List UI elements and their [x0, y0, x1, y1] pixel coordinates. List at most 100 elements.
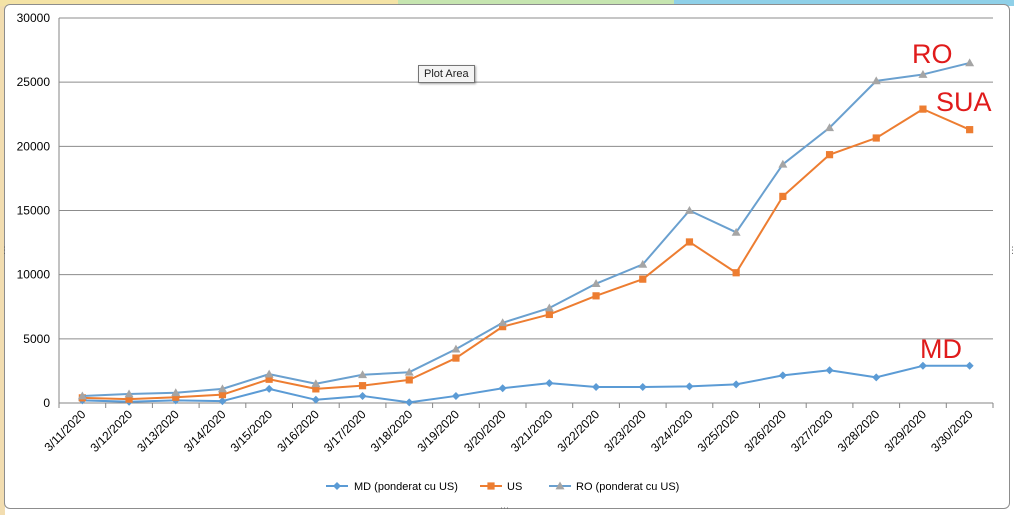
data-point[interactable]: [404, 367, 414, 376]
data-point[interactable]: [685, 382, 694, 391]
data-point[interactable]: [452, 354, 460, 362]
data-point[interactable]: [825, 366, 834, 375]
data-point[interactable]: [265, 375, 273, 383]
data-point[interactable]: [499, 323, 507, 331]
data-point[interactable]: [779, 192, 787, 200]
data-point[interactable]: [731, 227, 741, 236]
data-point[interactable]: [405, 398, 414, 407]
data-point[interactable]: [358, 370, 368, 379]
x-tick-label: 3/22/2020: [555, 407, 603, 455]
data-point[interactable]: [825, 123, 835, 132]
y-tick-label: 25000: [17, 75, 51, 89]
data-point[interactable]: [965, 361, 974, 370]
legend[interactable]: MD (ponderat cu US) US RO (ponderat cu US): [326, 481, 679, 493]
x-tick-label: 3/24/2020: [648, 407, 696, 455]
legend-entry-ro-ponderat-cu-us[interactable]: RO (ponderat cu US): [549, 481, 679, 493]
legend-marker[interactable]: [487, 482, 495, 490]
data-point[interactable]: [918, 361, 927, 370]
data-point[interactable]: [125, 395, 133, 403]
data-point[interactable]: [544, 303, 554, 312]
series-us[interactable]: [78, 105, 974, 403]
series-md-ponderat-cu-us[interactable]: [78, 361, 974, 407]
data-point[interactable]: [172, 393, 180, 401]
data-point[interactable]: [311, 379, 321, 388]
data-point[interactable]: [545, 379, 554, 388]
x-tick-label: 3/15/2020: [228, 407, 276, 455]
data-point[interactable]: [965, 58, 975, 67]
y-tick-label: 20000: [17, 139, 51, 153]
x-tick-label: 3/23/2020: [601, 407, 649, 455]
data-point[interactable]: [591, 279, 601, 288]
data-point[interactable]: [218, 397, 227, 406]
series-line[interactable]: [82, 61, 970, 397]
strip-yellow-segment: [0, 0, 398, 6]
x-tick-label: 3/20/2020: [461, 407, 509, 455]
legend-entry-md-ponderat-cu-us[interactable]: MD (ponderat cu US): [326, 481, 458, 493]
series-line[interactable]: [82, 364, 970, 404]
data-point[interactable]: [639, 275, 647, 283]
data-point[interactable]: [872, 373, 881, 382]
resize-handle-right[interactable]: ⋮: [1008, 246, 1014, 256]
data-point[interactable]: [171, 388, 181, 397]
data-point[interactable]: [825, 151, 834, 159]
data-point[interactable]: [732, 380, 741, 389]
y-tick-label: 30000: [17, 11, 51, 25]
data-point[interactable]: [358, 391, 367, 400]
x-tick-label: 3/30/2020: [928, 407, 976, 455]
data-point[interactable]: [685, 238, 694, 246]
data-point[interactable]: [265, 384, 274, 393]
x-tick-label: 3/19/2020: [414, 407, 462, 455]
data-point[interactable]: [358, 382, 367, 390]
data-point[interactable]: [966, 126, 974, 134]
series-ro-ponderat-cu-us[interactable]: [77, 58, 975, 400]
legend-label: RO (ponderat cu US): [576, 481, 679, 493]
data-point[interactable]: [872, 134, 880, 142]
y-tick-label: 15000: [17, 204, 51, 218]
data-point[interactable]: [778, 371, 787, 380]
data-point[interactable]: [732, 269, 740, 277]
legend-label: US: [507, 481, 522, 493]
data-point[interactable]: [264, 369, 274, 378]
x-tick-label: 3/16/2020: [274, 407, 322, 455]
data-point[interactable]: [638, 382, 647, 391]
data-point[interactable]: [918, 69, 928, 78]
data-point[interactable]: [638, 259, 648, 268]
annotation-ro: RO: [912, 39, 953, 69]
legend-entry-us[interactable]: US: [480, 481, 522, 493]
data-point[interactable]: [871, 76, 881, 85]
resize-handle-left[interactable]: ⋮: [0, 246, 9, 256]
y-tick-label: 10000: [17, 268, 51, 282]
x-tick-label: 3/14/2020: [181, 407, 229, 455]
data-point[interactable]: [312, 385, 320, 393]
data-point[interactable]: [217, 384, 227, 393]
chart-area[interactable]: [4, 4, 1010, 509]
strip-green-segment: [398, 0, 674, 6]
series-layer[interactable]: [77, 58, 975, 407]
data-point[interactable]: [778, 159, 788, 168]
series-line[interactable]: [82, 108, 971, 401]
data-point[interactable]: [77, 391, 87, 400]
data-point[interactable]: [592, 292, 600, 300]
data-point[interactable]: [451, 344, 461, 353]
data-point[interactable]: [592, 382, 601, 391]
x-tick-label: 3/29/2020: [881, 407, 929, 455]
data-point[interactable]: [405, 376, 413, 384]
data-point[interactable]: [919, 105, 927, 113]
x-tick-label: 3/11/2020: [41, 407, 88, 454]
legend-marker[interactable]: [333, 482, 341, 490]
data-point[interactable]: [311, 395, 320, 404]
data-point[interactable]: [498, 384, 507, 393]
spreadsheet-row-strip: [0, 0, 1014, 6]
data-point[interactable]: [451, 391, 460, 400]
x-tick-label: 3/13/2020: [134, 407, 182, 455]
x-tick-label: 3/26/2020: [741, 407, 789, 455]
data-point[interactable]: [498, 318, 508, 327]
data-point[interactable]: [218, 391, 227, 399]
legend-marker[interactable]: [555, 481, 565, 490]
data-point[interactable]: [684, 206, 694, 214]
data-point[interactable]: [124, 389, 134, 398]
data-point[interactable]: [545, 310, 553, 319]
resize-handle-bottom[interactable]: ⋯: [500, 504, 509, 514]
